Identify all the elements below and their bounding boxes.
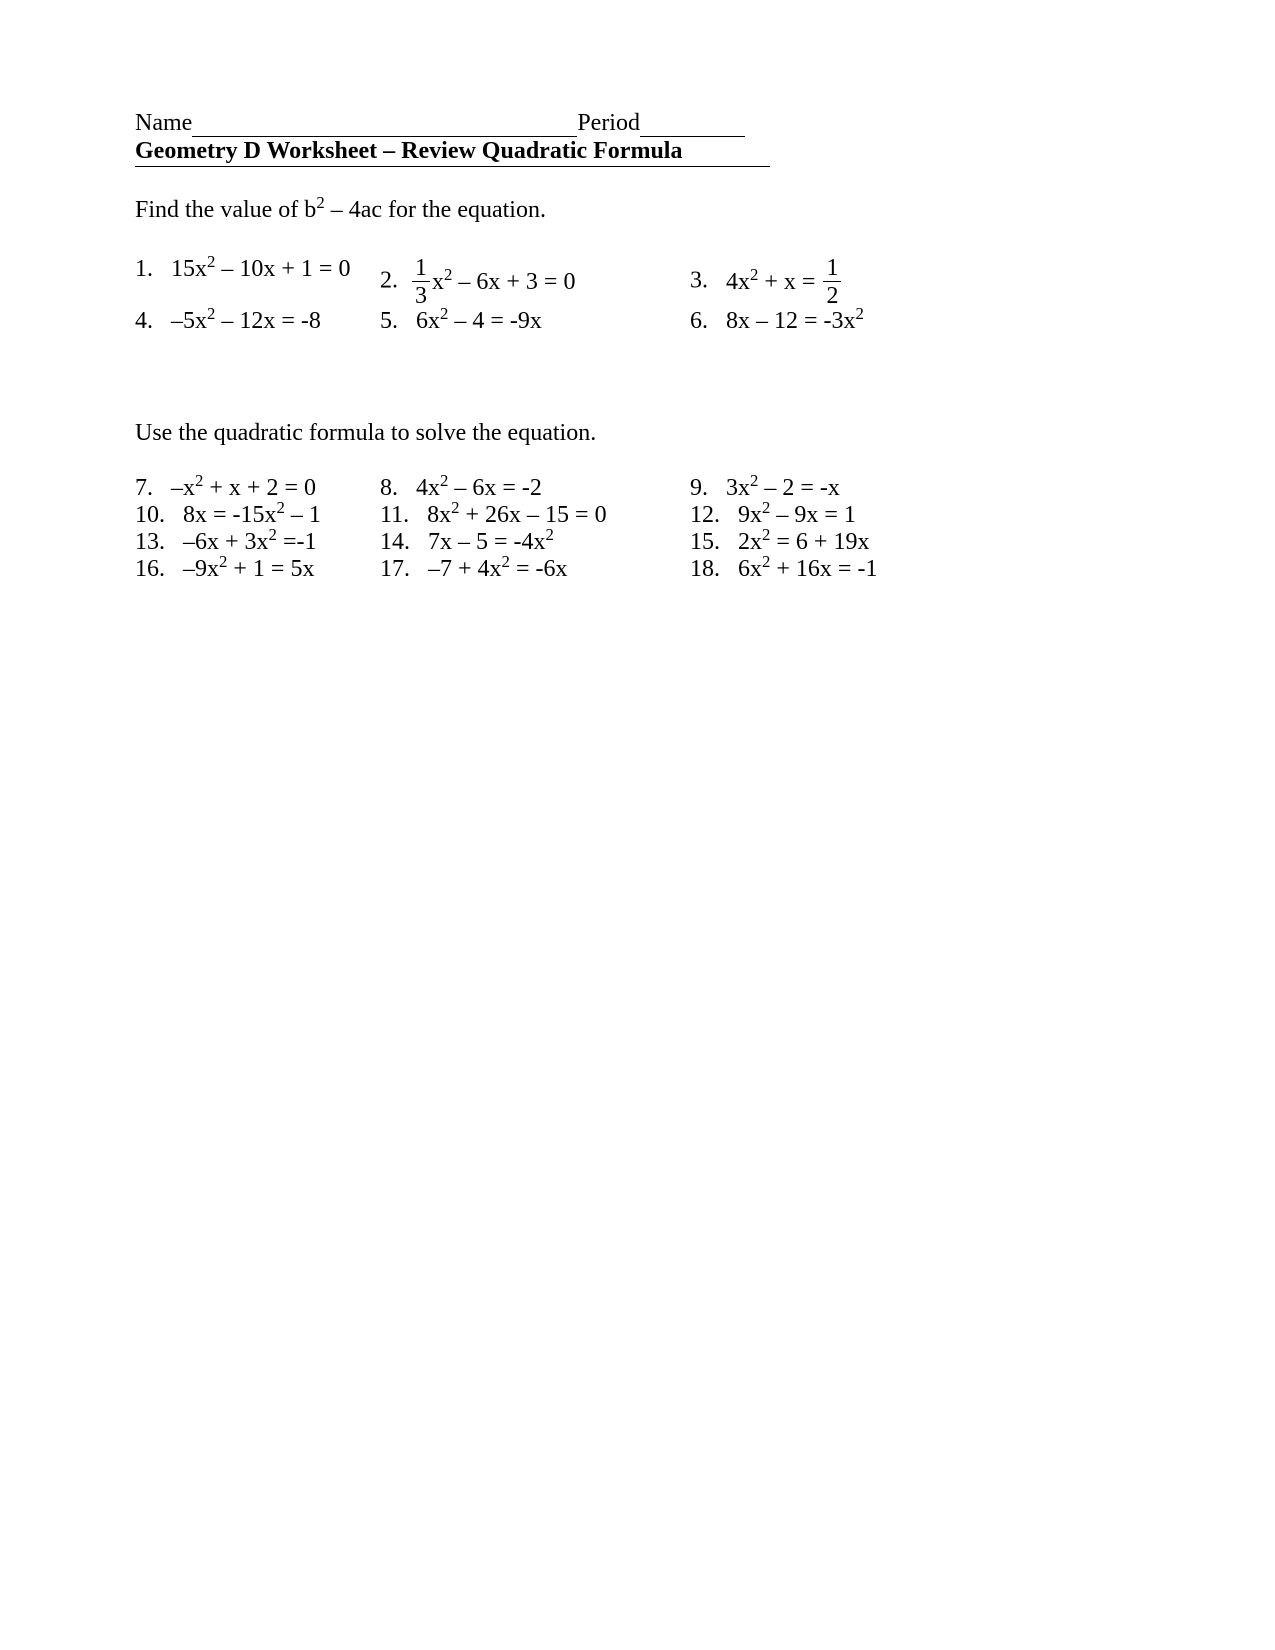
problem-eq: 8x2 + 26x – 15 = 0 <box>415 502 606 528</box>
problem-number: 17. <box>380 556 410 582</box>
problem-eq: 8x = -15x2 – 1 <box>171 502 321 528</box>
problem-row: 1. 15x2 – 10x + 1 = 0 2. 13x2 – 6x + 3 =… <box>135 256 1140 308</box>
problem-number: 3. <box>690 268 708 294</box>
problem-eq: 3x2 – 2 = -x <box>714 475 840 501</box>
problem-18: 18. 6x2 + 16x = -1 <box>690 556 950 583</box>
problem-4: 4. –5x2 – 12x = -8 <box>135 308 380 335</box>
section2-instruction: Use the quadratic formula to solve the e… <box>135 420 1140 447</box>
problem-eq: 6x2 – 4 = -9x <box>404 308 542 334</box>
problem-number: 14. <box>380 529 410 555</box>
period-blank[interactable] <box>640 110 745 137</box>
instruction-text-post: – 4ac for the equation. <box>325 197 546 223</box>
problem-2: 2. 13x2 – 6x + 3 = 0 <box>380 256 690 308</box>
problem-eq: 4x2 – 6x = -2 <box>404 475 542 501</box>
problem-eq: –7 + 4x2 = -6x <box>416 556 567 582</box>
instruction-super: 2 <box>316 193 324 212</box>
problem-number: 9. <box>690 475 708 501</box>
problem-eq: –x2 + x + 2 = 0 <box>159 475 316 501</box>
problem-eq: 15x2 – 10x + 1 = 0 <box>159 256 350 282</box>
problem-row: 10. 8x = -15x2 – 1 11. 8x2 + 26x – 15 = … <box>135 502 1140 529</box>
problem-eq: –5x2 – 12x = -8 <box>159 308 321 334</box>
problem-1: 1. 15x2 – 10x + 1 = 0 <box>135 256 380 283</box>
problem-9: 9. 3x2 – 2 = -x <box>690 475 950 502</box>
problem-eq: 7x – 5 = -4x2 <box>416 529 554 555</box>
problem-5: 5. 6x2 – 4 = -9x <box>380 308 690 335</box>
name-blank[interactable] <box>192 110 577 137</box>
problem-row: 16. –9x2 + 1 = 5x 17. –7 + 4x2 = -6x 18.… <box>135 556 1140 583</box>
name-label: Name <box>135 110 192 137</box>
problem-number: 1. <box>135 256 153 282</box>
period-label: Period <box>577 110 640 137</box>
problem-eq: 8x – 12 = -3x2 <box>714 308 864 334</box>
problem-eq: 2x2 = 6 + 19x <box>726 529 869 555</box>
problem-number: 2. <box>380 268 398 294</box>
section2-problems: 7. –x2 + x + 2 = 0 8. 4x2 – 6x = -2 9. 3… <box>135 475 1140 583</box>
problem-number: 13. <box>135 529 165 555</box>
problem-eq: –9x2 + 1 = 5x <box>171 556 314 582</box>
problem-14: 14. 7x – 5 = -4x2 <box>380 529 690 556</box>
problem-number: 18. <box>690 556 720 582</box>
problem-number: 7. <box>135 475 153 501</box>
section1-problems: 1. 15x2 – 10x + 1 = 0 2. 13x2 – 6x + 3 =… <box>135 256 1140 335</box>
problem-eq: 6x2 + 16x = -1 <box>726 556 877 582</box>
section1-instruction: Find the value of b2 – 4ac for the equat… <box>135 197 1140 224</box>
problem-12: 12. 9x2 – 9x = 1 <box>690 502 950 529</box>
problem-11: 11. 8x2 + 26x – 15 = 0 <box>380 502 690 529</box>
problem-number: 10. <box>135 502 165 528</box>
worksheet-title: Geometry D Worksheet – Review Quadratic … <box>135 138 770 167</box>
problem-16: 16. –9x2 + 1 = 5x <box>135 556 380 583</box>
problem-number: 15. <box>690 529 720 555</box>
problem-6: 6. 8x – 12 = -3x2 <box>690 308 950 335</box>
header-line: Name Period <box>135 110 1140 137</box>
instruction-text-pre: Find the value of b <box>135 197 316 223</box>
problem-number: 8. <box>380 475 398 501</box>
problem-number: 6. <box>690 308 708 334</box>
problem-number: 16. <box>135 556 165 582</box>
problem-eq: 9x2 – 9x = 1 <box>726 502 856 528</box>
problem-row: 4. –5x2 – 12x = -8 5. 6x2 – 4 = -9x 6. 8… <box>135 308 1140 335</box>
problem-number: 5. <box>380 308 398 334</box>
problem-15: 15. 2x2 = 6 + 19x <box>690 529 950 556</box>
section2: Use the quadratic formula to solve the e… <box>135 420 1140 583</box>
problem-row: 13. –6x + 3x2 =-1 14. 7x – 5 = -4x2 15. … <box>135 529 1140 556</box>
worksheet-page: Name Period Geometry D Worksheet – Revie… <box>0 0 1275 1650</box>
problem-number: 12. <box>690 502 720 528</box>
problem-8: 8. 4x2 – 6x = -2 <box>380 475 690 502</box>
problem-10: 10. 8x = -15x2 – 1 <box>135 502 380 529</box>
problem-eq: 13x2 – 6x + 3 = 0 <box>404 268 575 294</box>
problem-eq: 4x2 + x = 12 <box>714 268 843 294</box>
problem-13: 13. –6x + 3x2 =-1 <box>135 529 380 556</box>
problem-17: 17. –7 + 4x2 = -6x <box>380 556 690 583</box>
problem-eq: –6x + 3x2 =-1 <box>171 529 316 555</box>
problem-number: 11. <box>380 502 409 528</box>
problem-7: 7. –x2 + x + 2 = 0 <box>135 475 380 502</box>
problem-row: 7. –x2 + x + 2 = 0 8. 4x2 – 6x = -2 9. 3… <box>135 475 1140 502</box>
problem-3: 3. 4x2 + x = 12 <box>690 256 950 308</box>
problem-number: 4. <box>135 308 153 334</box>
